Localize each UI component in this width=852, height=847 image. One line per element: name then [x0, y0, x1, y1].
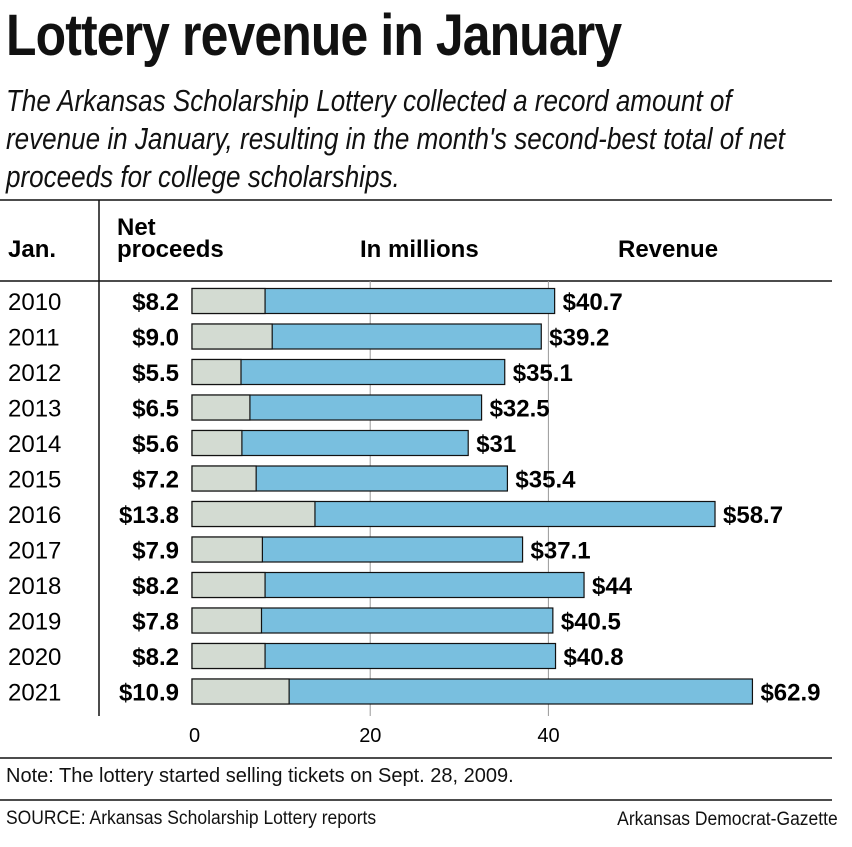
net-proceeds-bar: [191, 500, 316, 528]
net-proceeds-header-line1: Net: [117, 214, 156, 241]
credit-line: Arkansas Democrat-Gazette: [617, 809, 838, 830]
revenue-label: $44: [592, 573, 633, 600]
net-proceeds-label: $10.9: [119, 680, 179, 707]
net-proceeds-label: $8.2: [132, 573, 179, 600]
revenue-label: $40.8: [564, 644, 624, 671]
x-tick-label: 0: [189, 725, 200, 747]
labels-group: 2010 $8.2 $40.7 2011 $9.0 $39.2 2012 $5.5 $35.1 2…: [8, 289, 821, 707]
year-label: 2018: [8, 573, 61, 600]
x-tick-label: 40: [537, 725, 559, 747]
year-label: 2013: [8, 396, 61, 423]
net-proceeds-label: $8.2: [132, 289, 179, 316]
net-proceeds-bar: [191, 358, 242, 386]
revenue-label: $35.1: [513, 360, 573, 387]
year-label: 2021: [8, 680, 61, 707]
net-proceeds-label: $7.8: [132, 609, 179, 636]
x-axis-ticks: 0 20 40: [189, 725, 560, 747]
net-proceeds-header-line2: proceeds: [117, 236, 224, 263]
source-line: SOURCE: Arkansas Scholarship Lottery rep…: [6, 808, 377, 829]
year-label: 2016: [8, 502, 61, 529]
net-proceeds-label: $5.5: [132, 360, 179, 387]
year-label: 2020: [8, 644, 61, 671]
revenue-label: $39.2: [549, 325, 609, 352]
net-proceeds-bar: [191, 536, 263, 563]
net-proceeds-bar: [191, 323, 273, 350]
year-label: 2019: [8, 609, 61, 636]
net-proceeds-label: $7.2: [132, 467, 179, 494]
net-proceeds-label: $5.6: [132, 431, 179, 458]
net-proceeds-bar: [191, 607, 263, 634]
revenue-label: $40.5: [561, 609, 621, 636]
chart-title: Lottery revenue in January: [6, 3, 622, 68]
revenue-label: $35.4: [515, 467, 576, 494]
units-header: In millions: [360, 236, 479, 263]
chart-subtitle: The Arkansas Scholarship Lottery collect…: [6, 83, 785, 194]
net-proceeds-bar: [191, 678, 290, 705]
year-label: 2017: [8, 538, 61, 565]
year-label: 2015: [8, 467, 61, 494]
year-label: 2010: [8, 289, 61, 316]
net-proceeds-bar: [191, 571, 266, 599]
net-proceeds-label: $8.2: [132, 644, 179, 671]
net-proceeds-bar: [191, 642, 266, 670]
revenue-label: $58.7: [723, 502, 783, 529]
bars-group: [191, 287, 754, 705]
year-column-header: Jan.: [8, 236, 56, 263]
year-label: 2014: [8, 431, 61, 458]
net-proceeds-label: $13.8: [119, 502, 179, 529]
revenue-header: Revenue: [618, 236, 718, 263]
revenue-label: $37.1: [531, 538, 591, 565]
revenue-label: $31: [476, 431, 516, 458]
revenue-label: $40.7: [563, 289, 623, 316]
net-proceeds-bar: [191, 287, 266, 315]
revenue-label: $62.9: [760, 680, 820, 707]
net-proceeds-label: $9.0: [132, 325, 179, 352]
footnote: Note: The lottery started selling ticket…: [6, 765, 514, 787]
net-proceeds-bar: [191, 465, 257, 492]
net-proceeds-bar: [191, 394, 251, 421]
revenue-label: $32.5: [490, 396, 550, 423]
net-proceeds-bar: [191, 429, 243, 457]
year-label: 2012: [8, 360, 61, 387]
revenue-bar: [191, 358, 506, 386]
year-label: 2011: [8, 325, 60, 352]
x-tick-label: 20: [359, 725, 381, 747]
net-proceeds-label: $7.9: [132, 538, 179, 565]
net-proceeds-label: $6.5: [132, 396, 179, 423]
